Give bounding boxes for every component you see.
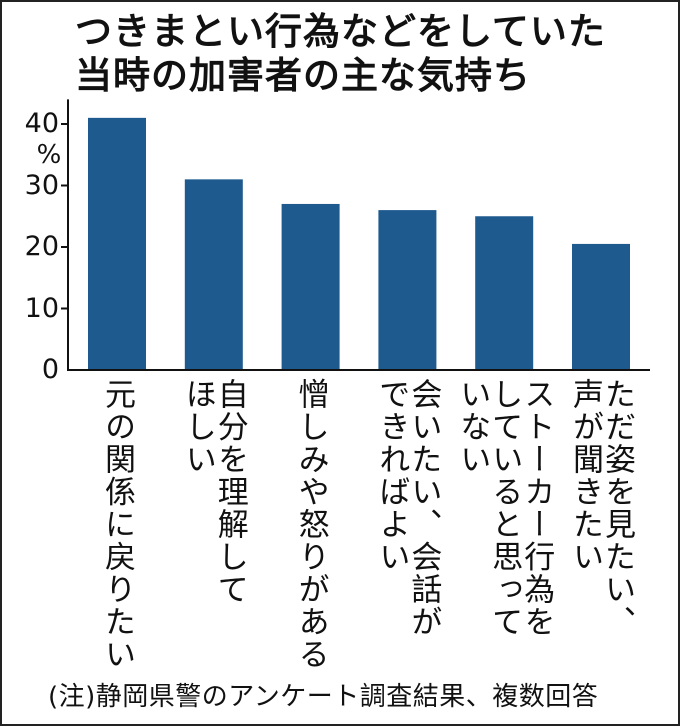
bar-5 — [475, 216, 534, 370]
y-tick-label-20: 20 — [24, 231, 59, 262]
category-label-line: していると思って — [486, 378, 523, 638]
bar-3 — [281, 203, 340, 370]
category-label-4: 会いたい、会話が できればよい — [373, 378, 442, 638]
category-label-line: 声が聞きたい — [567, 378, 603, 573]
category-label-line: ほしい — [179, 378, 216, 476]
bar-1 — [88, 117, 146, 370]
y-tick-label-40: 40 — [24, 108, 59, 139]
chart-title-line-1: つきまとい行為などをしていた — [75, 10, 606, 53]
y-tick-label-30: 30 — [24, 169, 59, 201]
category-label-line: 会いたい、会話が — [405, 378, 442, 638]
category-label-3: 憎しみや怒りがある — [292, 378, 329, 671]
category-label-6: ただ姿を見たい、 声が聞きたい — [567, 378, 635, 638]
category-label-line: いない — [454, 378, 491, 476]
category-label-line: 自分を理解して — [211, 378, 248, 606]
category-label-line: 憎しみや怒りがある — [292, 378, 329, 671]
footnote: (注)静岡県警のアンケート調査結果、複数回答 — [48, 682, 599, 712]
category-label-line: できればよい — [373, 378, 410, 573]
y-tick-label-10: 10 — [24, 292, 59, 324]
category-label-1: 元の関係に戻りたい — [99, 378, 135, 671]
chart-title-line-2: 当時の加害者の主な気持ち — [75, 54, 531, 97]
y-axis-unit: % — [36, 140, 62, 170]
bar-4 — [378, 210, 437, 370]
category-label-line: ストーカー行為を — [518, 378, 555, 638]
category-label-line: ただ姿を見たい、 — [599, 378, 635, 638]
category-label-line: 元の関係に戻りたい — [99, 378, 135, 671]
category-label-2: 自分を理解して ほしい — [179, 378, 248, 606]
bar-6 — [572, 243, 630, 370]
bar-2 — [184, 179, 243, 370]
category-label-5: ストーカー行為を していると思って いない — [454, 378, 555, 638]
y-tick-label-0: 0 — [41, 354, 59, 385]
